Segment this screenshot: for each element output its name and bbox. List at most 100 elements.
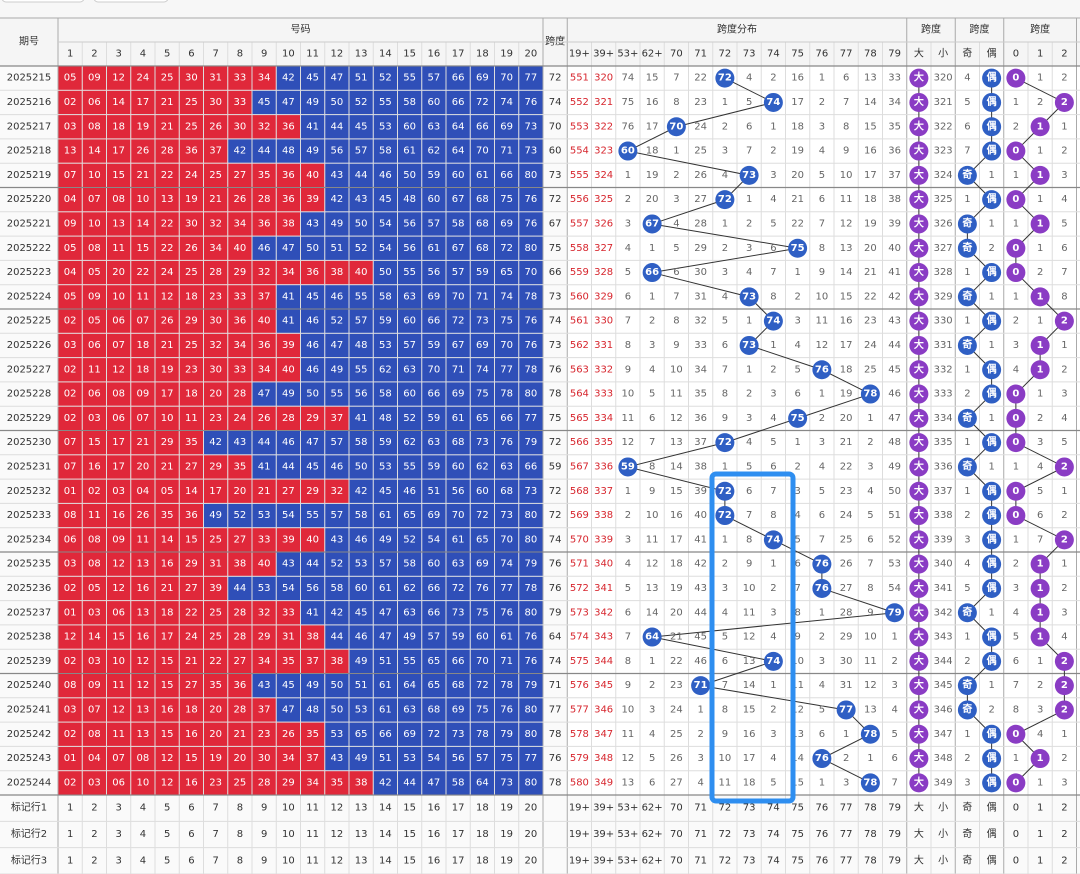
omission: 321	[934, 97, 953, 108]
number-cell	[398, 601, 422, 625]
omission: 333	[594, 389, 613, 400]
footer-cell: 0	[1013, 829, 1019, 840]
number: 07	[64, 437, 77, 448]
number-cell	[398, 698, 422, 722]
number-cell	[276, 722, 300, 746]
omission: 1	[843, 729, 849, 740]
number-cell	[155, 188, 179, 212]
number-cell	[107, 309, 131, 333]
hit-label: 74	[766, 316, 780, 327]
omission: 346	[934, 704, 953, 715]
number: 10	[137, 194, 150, 205]
number-cell	[373, 455, 397, 479]
column-label: 2	[91, 49, 97, 60]
number-cell	[179, 528, 203, 552]
column-label: 奇	[962, 47, 972, 60]
hit-ball	[957, 214, 977, 234]
number: 35	[161, 510, 174, 521]
number-cell	[155, 625, 179, 649]
column-label: 13	[355, 49, 368, 60]
omission: 345	[594, 680, 613, 691]
number-cell	[398, 528, 422, 552]
number-cell	[131, 139, 155, 163]
number: 60	[452, 461, 465, 472]
number: 13	[137, 704, 150, 715]
number: 45	[282, 680, 295, 691]
number: 64	[452, 146, 465, 157]
omission: 7	[625, 632, 631, 643]
number: 68	[428, 704, 441, 715]
number: 61	[379, 704, 392, 715]
number-cell	[252, 576, 276, 601]
omission: 10	[864, 632, 877, 643]
number-cell	[301, 260, 325, 285]
hit-ball	[982, 627, 1002, 647]
tab-button[interactable]	[1, 0, 85, 3]
omission: 13	[646, 583, 659, 594]
span: 67	[549, 218, 562, 229]
number: 58	[379, 146, 392, 157]
number: 56	[331, 146, 344, 157]
number: 02	[64, 729, 77, 740]
column-label: 76	[816, 49, 829, 60]
omission: 325	[934, 194, 953, 205]
number: 46	[306, 364, 319, 375]
omission: 559	[570, 267, 589, 278]
number: 44	[403, 777, 416, 788]
number-cell	[446, 212, 470, 236]
hit-ball	[909, 360, 929, 380]
number: 49	[379, 534, 392, 545]
number-cell	[107, 212, 131, 236]
omission: 576	[570, 680, 589, 691]
number-cell	[301, 90, 325, 115]
hit-ball	[982, 724, 1002, 744]
omission: 1	[625, 170, 631, 181]
omission: 553	[570, 121, 589, 132]
omission: 33	[888, 73, 901, 84]
omission: 6	[819, 510, 825, 521]
number: 64	[403, 680, 416, 691]
omission: 324	[934, 170, 953, 181]
number: 58	[331, 583, 344, 594]
number-cell	[179, 601, 203, 625]
number-cell	[301, 285, 325, 309]
number: 03	[112, 486, 125, 497]
number: 36	[258, 340, 271, 351]
number-cell	[398, 625, 422, 649]
span: 74	[549, 534, 562, 545]
number: 78	[476, 729, 489, 740]
column-label: 16	[428, 49, 441, 60]
number-cell	[398, 382, 422, 406]
number-cell	[107, 552, 131, 576]
number-cell	[446, 90, 470, 115]
number: 35	[209, 680, 222, 691]
number: 50	[379, 267, 392, 278]
number: 68	[476, 218, 489, 229]
number: 69	[403, 729, 416, 740]
omission: 7	[819, 534, 825, 545]
number: 72	[452, 316, 465, 327]
omission: 5	[625, 267, 631, 278]
number-cell	[58, 649, 82, 673]
footer-cell: 8	[237, 829, 243, 840]
hit-label: 72	[718, 510, 732, 521]
omission: 557	[570, 218, 589, 229]
number: 76	[525, 194, 538, 205]
footer-cell: 10	[282, 803, 295, 814]
omission: 2	[964, 389, 970, 400]
number-cell	[446, 771, 470, 795]
number-cell	[276, 528, 300, 552]
number-cell	[301, 722, 325, 746]
number-cell	[422, 285, 446, 309]
footer-cell: 19	[500, 803, 513, 814]
number-cell	[470, 722, 494, 746]
number: 54	[282, 583, 295, 594]
number: 10	[112, 656, 125, 667]
tab-button[interactable]	[93, 0, 169, 3]
omission: 14	[646, 607, 659, 618]
number-cell	[325, 601, 349, 625]
omission: 1	[1013, 461, 1019, 472]
number-cell	[373, 722, 397, 746]
number-cell	[252, 333, 276, 358]
number: 21	[161, 121, 174, 132]
